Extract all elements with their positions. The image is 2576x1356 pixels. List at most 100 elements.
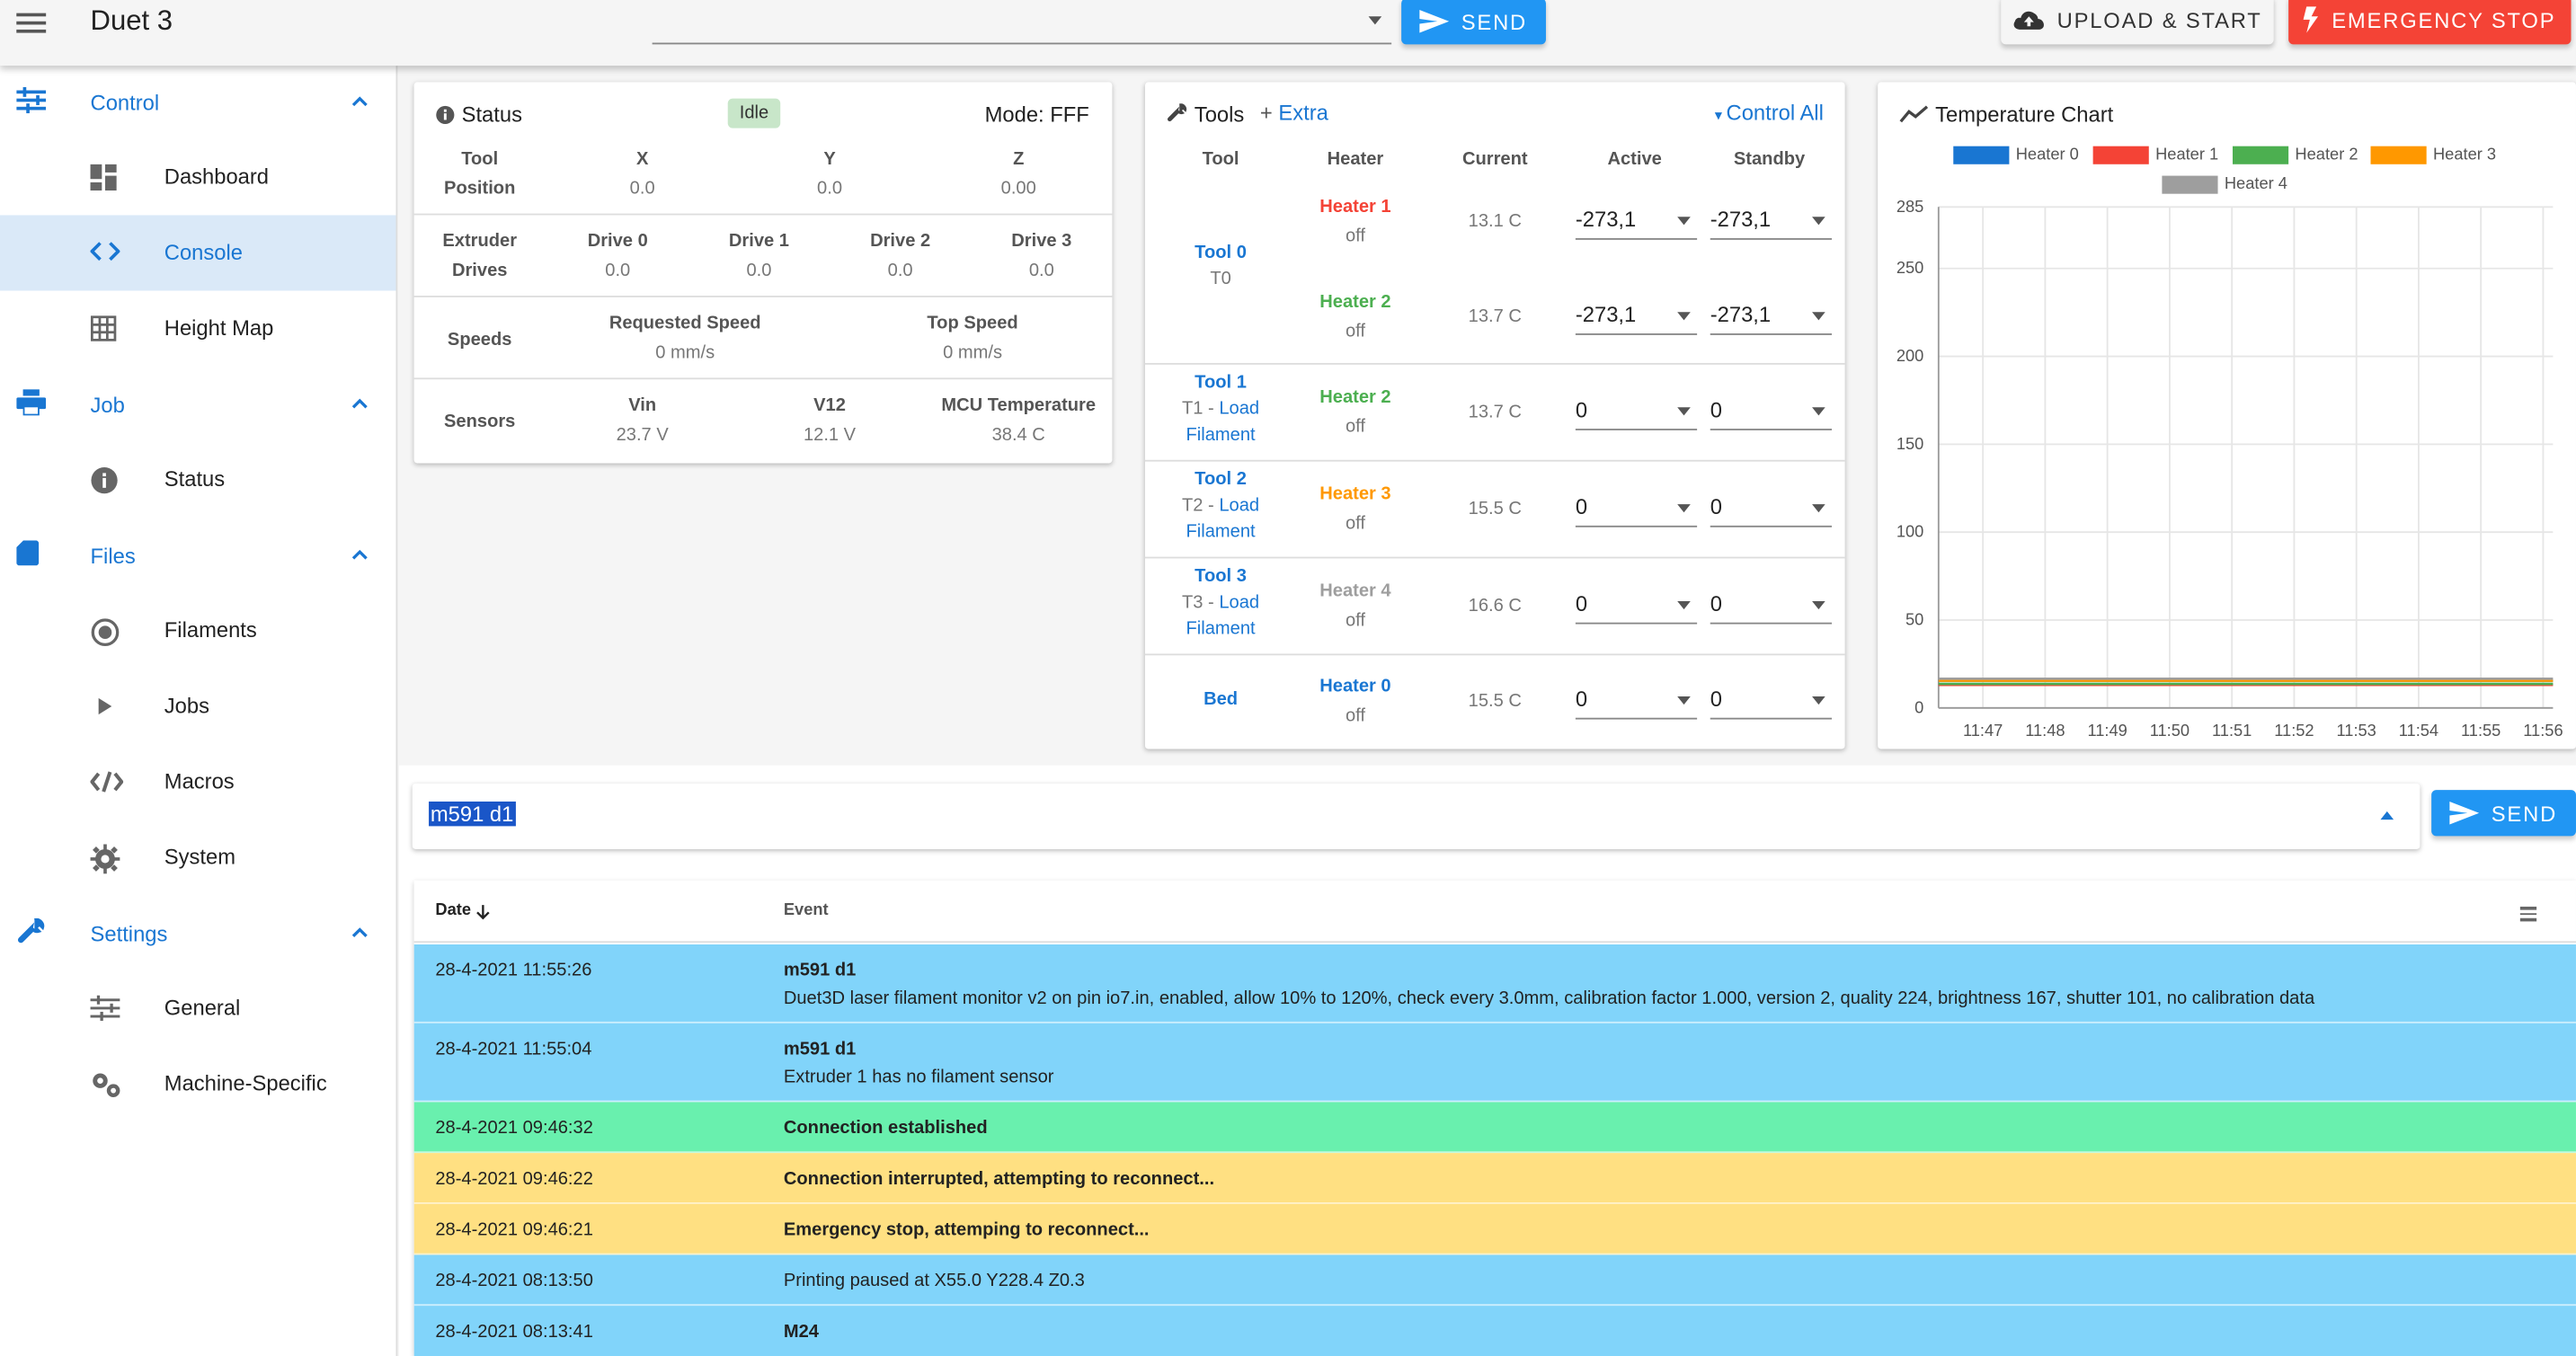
x-tick-label: 11:56 <box>2523 721 2563 740</box>
sidebar-item-macros[interactable]: Macros <box>0 744 395 820</box>
sidebar-item-console[interactable]: Console <box>0 215 396 291</box>
active-temp-select[interactable]: -273,1 <box>1575 204 1698 240</box>
filament-link[interactable]: Filament <box>1186 425 1256 446</box>
legend-item[interactable]: Heater 0 <box>1953 146 2079 164</box>
app-title: Duet 3 <box>90 4 173 37</box>
legend-label: Heater 3 <box>2432 146 2497 164</box>
chart-title-text: Temperature Chart <box>1935 102 2114 127</box>
row-text: Duet3D laser filament monitor v2 on pin … <box>783 988 2315 1009</box>
col-standby: Standby <box>1733 149 1806 170</box>
nav-group-files[interactable]: Files <box>0 519 397 591</box>
nav-group-label: Settings <box>90 921 168 946</box>
col-current: Current <box>1461 149 1528 170</box>
status-title-text: Status <box>461 102 522 127</box>
legend-swatch <box>1953 146 2010 164</box>
col-heater: Heater <box>1327 149 1384 170</box>
active-temp-select[interactable]: 0 <box>1575 683 1698 720</box>
send-code-button[interactable]: SEND <box>1401 0 1546 45</box>
row-date: 28-4-2021 08:13:50 <box>435 1271 593 1291</box>
nav-group-control[interactable]: Control <box>0 66 397 137</box>
standby-temp-select[interactable]: 0 <box>1710 492 1832 527</box>
standby-temp-select[interactable]: -273,1 <box>1710 204 1832 240</box>
sidebar-item-general[interactable]: General <box>0 970 395 1046</box>
heater-2[interactable]: Heater 2 off <box>1319 387 1391 438</box>
active-temp-select[interactable]: 0 <box>1575 588 1698 625</box>
tool-1[interactable]: Tool 1 T1 - Load Filament <box>1181 372 1260 446</box>
legend-item[interactable]: Heater 3 <box>2370 146 2497 164</box>
sidebar-item-label: Machine-Specific <box>164 1070 327 1096</box>
sidebar: Control Dashboard Console Height Map Job… <box>0 66 398 1356</box>
table-menu-icon[interactable] <box>2519 903 2537 924</box>
table-row: 28-4-2021 11:55:26 m591 d1 Duet3D laser … <box>413 944 2576 1024</box>
estop-label: EMERGENCY STOP <box>2332 7 2556 32</box>
legend-item[interactable]: Heater 1 <box>2092 146 2218 164</box>
sidebar-item-system[interactable]: System <box>0 820 395 895</box>
heater-1[interactable]: Heater 1 off <box>1319 197 1391 247</box>
status-title: Status <box>435 102 522 127</box>
tool-2[interactable]: Tool 2 T2 - Load Filament <box>1181 469 1260 543</box>
sidebar-item-dashboard[interactable]: Dashboard <box>0 139 395 215</box>
standby-temp-select[interactable]: -273,1 <box>1710 299 1832 335</box>
tools-title: Tools <box>1167 102 1244 127</box>
chevron-up-icon[interactable] <box>351 926 368 938</box>
event-column-header: Event <box>783 901 829 920</box>
tool-0[interactable]: Tool 0 T0 <box>1195 243 1247 289</box>
dashboard-icon <box>90 164 117 191</box>
nav-group-settings[interactable]: Settings <box>0 897 397 969</box>
nav-group-job[interactable]: Job <box>0 368 397 439</box>
row-date: 28-4-2021 09:46:22 <box>435 1169 593 1190</box>
load-filament-link[interactable]: Load <box>1219 592 1260 613</box>
chevron-up-icon[interactable] <box>351 548 368 560</box>
code-input[interactable] <box>652 8 1392 45</box>
extra-button[interactable]: + Extra <box>1259 100 1328 125</box>
active-temp-select[interactable]: 0 <box>1575 394 1698 430</box>
dropdown-caret-icon[interactable] <box>1368 16 1382 25</box>
tool-3[interactable]: Tool 3 T3 - Load Filament <box>1181 566 1260 640</box>
sidebar-item-height-map[interactable]: Height Map <box>0 291 395 367</box>
console-send-button[interactable]: SEND <box>2431 790 2576 837</box>
sensor-vin: Vin 23.7 V <box>616 395 669 446</box>
drive-2: Drive 2 0.0 <box>870 231 931 281</box>
sidebar-item-label: Filaments <box>164 617 257 643</box>
heater-4[interactable]: Heater 4 off <box>1319 581 1391 631</box>
menu-icon[interactable] <box>16 8 47 34</box>
chart-line-icon <box>1899 104 1929 122</box>
console-command-text[interactable]: m591 d1 <box>429 801 516 827</box>
sidebar-item-filaments[interactable]: Filaments <box>0 593 395 669</box>
heater-2[interactable]: Heater 2 off <box>1319 292 1391 342</box>
load-filament-link[interactable]: Load <box>1219 399 1260 420</box>
sidebar-item-machine-specific[interactable]: Machine-Specific <box>0 1046 395 1121</box>
row-title: M24 <box>783 1322 819 1343</box>
chevron-up-icon[interactable] <box>351 397 368 409</box>
standby-temp-select[interactable]: 0 <box>1710 588 1832 625</box>
divider <box>413 377 1113 380</box>
legend-swatch <box>2370 146 2427 164</box>
history-caret-icon[interactable] <box>2380 811 2394 820</box>
active-temp-select[interactable]: -273,1 <box>1575 299 1698 335</box>
filament-link[interactable]: Filament <box>1186 522 1256 543</box>
load-filament-link[interactable]: Load <box>1219 495 1260 516</box>
upload-start-button[interactable]: UPLOAD & START <box>2001 0 2274 45</box>
x-tick-label: 11:54 <box>2399 721 2438 740</box>
console-command-input[interactable]: m591 d1 <box>412 783 2421 849</box>
control-all-button[interactable]: ▾ Control All <box>1714 100 1824 125</box>
active-temp-select[interactable]: 0 <box>1575 492 1698 527</box>
legend-swatch <box>2232 146 2289 164</box>
legend-item[interactable]: Heater 4 <box>2162 175 2287 194</box>
legend-item[interactable]: Heater 2 <box>2232 146 2358 164</box>
gear-icon <box>90 844 120 874</box>
heater-0[interactable]: Heater 0 off <box>1319 677 1391 726</box>
filament-link[interactable]: Filament <box>1186 619 1256 640</box>
emergency-stop-button[interactable]: EMERGENCY STOP <box>2288 0 2572 45</box>
chevron-up-icon[interactable] <box>351 95 368 107</box>
gears-icon <box>93 1073 120 1097</box>
sidebar-item-jobs[interactable]: Jobs <box>0 669 395 744</box>
sidebar-item-label: Status <box>164 466 226 492</box>
standby-temp-select[interactable]: 0 <box>1710 683 1832 720</box>
sidebar-item-status[interactable]: Status <box>0 442 395 518</box>
standby-temp-select[interactable]: 0 <box>1710 394 1832 430</box>
y-tick-label: 100 <box>1896 522 1923 541</box>
heater-3[interactable]: Heater 3 off <box>1319 484 1391 535</box>
date-column-header[interactable]: Date <box>435 901 491 920</box>
bed[interactable]: Bed <box>1204 689 1239 710</box>
